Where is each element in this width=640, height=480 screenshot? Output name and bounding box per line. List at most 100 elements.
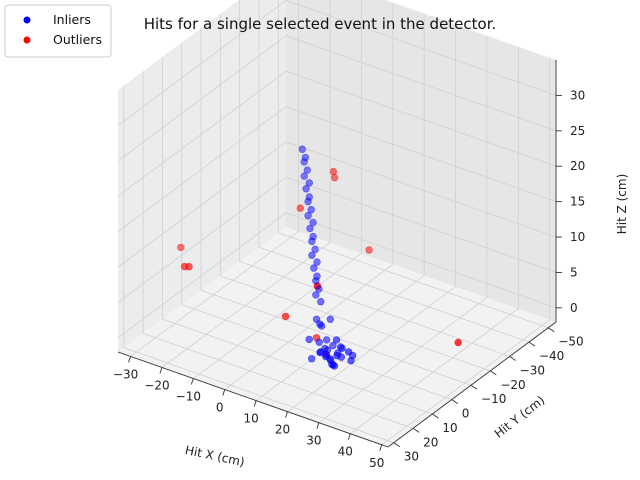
inlier-point xyxy=(315,285,323,293)
grid-z-back xyxy=(285,70,557,167)
y-tick-mark xyxy=(470,384,478,390)
x-tick-label: 40 xyxy=(338,445,353,459)
z-tick-label: 20 xyxy=(570,159,585,173)
y-tick-label: 0 xyxy=(462,407,470,421)
inlier-point xyxy=(305,179,313,187)
grid-z-left xyxy=(117,35,287,162)
inlier-point xyxy=(306,224,314,233)
grid-x-floor xyxy=(130,231,299,357)
x-tick-mark xyxy=(190,378,194,385)
inlier-point xyxy=(326,315,334,323)
y-tick-mark xyxy=(432,413,439,419)
grid-x-floor xyxy=(381,319,550,446)
x-tick-label: 20 xyxy=(275,423,290,437)
y-tick-label: 10 xyxy=(442,421,457,435)
inlier-point xyxy=(315,338,323,346)
chart-title: Hits for a single selected event in the … xyxy=(144,15,497,33)
inlier-point xyxy=(302,185,310,193)
z-axis-label: Hit Z (cm) xyxy=(615,174,629,235)
x-axis-line xyxy=(117,351,389,448)
inlier-point xyxy=(322,336,331,344)
outlier-point xyxy=(177,243,185,252)
x-tick-mark xyxy=(316,422,320,429)
y-tick-label: −20 xyxy=(500,378,525,392)
inlier-point xyxy=(310,264,318,272)
x-tick-label: 50 xyxy=(369,456,384,470)
x-tick-mark xyxy=(128,356,131,363)
inlier-point xyxy=(308,355,316,363)
legend-box xyxy=(4,4,112,58)
grid-z-back xyxy=(285,212,557,309)
grid-y-floor xyxy=(162,318,433,415)
x-tick-mark xyxy=(159,367,163,374)
outlier-point xyxy=(330,174,339,182)
inlier-point xyxy=(308,251,316,260)
legend-marker-outliers xyxy=(23,36,31,44)
inlier-point xyxy=(305,193,313,201)
grid-z-back xyxy=(285,177,557,273)
inlier-point xyxy=(313,258,321,266)
outlier-point xyxy=(281,312,290,321)
inlier-point xyxy=(312,315,321,323)
tick-labels: −30−20−1001020304050−50−40−30−20−1001020… xyxy=(113,88,585,469)
y-tick-label: 20 xyxy=(423,435,438,449)
y-tick-label: −40 xyxy=(539,349,564,363)
z-tick-label: 15 xyxy=(570,195,585,209)
grid-x-floor xyxy=(193,253,362,379)
inlier-point xyxy=(312,291,320,299)
outlier-point xyxy=(365,246,373,254)
inlier-point xyxy=(349,351,357,360)
x-tick-mark xyxy=(285,411,288,418)
z-tick-label: 10 xyxy=(570,230,585,244)
x-tick-label: 10 xyxy=(243,412,258,426)
grid-x-floor xyxy=(318,297,488,424)
y-tick-label: −30 xyxy=(520,363,545,377)
x-tick-label: 30 xyxy=(306,434,321,448)
y-tick-mark xyxy=(490,370,497,376)
inlier-point xyxy=(311,245,319,254)
y-tick-label: −10 xyxy=(481,392,506,406)
x-tick-label: −20 xyxy=(144,378,169,392)
z-tick-label: 5 xyxy=(570,265,578,279)
inlier-point xyxy=(298,145,306,153)
y-tick-mark xyxy=(528,341,536,347)
y-tick-mark xyxy=(451,399,458,404)
inlier-point xyxy=(301,153,310,162)
grid-x-floor xyxy=(224,264,393,390)
y-tick-label: −50 xyxy=(558,335,583,349)
outlier-point xyxy=(454,338,462,347)
axis-lines xyxy=(117,60,557,448)
grid-y-floor xyxy=(258,246,530,343)
inlier-point xyxy=(317,322,326,330)
inlier-point xyxy=(303,166,311,174)
grid-z-left xyxy=(117,70,287,197)
inlier-point xyxy=(304,212,312,220)
grid-lines xyxy=(117,0,557,446)
inlier-point xyxy=(337,353,346,361)
inlier-point xyxy=(336,343,345,351)
inlier-point xyxy=(309,218,317,227)
outlier-point xyxy=(185,263,193,271)
grid-z-back xyxy=(285,35,557,132)
inlier-point xyxy=(323,346,332,354)
grid-y-floor xyxy=(220,275,491,372)
grid-x-floor xyxy=(350,308,519,435)
grid-x-floor xyxy=(255,275,425,401)
grid-z-left xyxy=(117,141,287,268)
legend: Inliers Outliers xyxy=(4,4,112,58)
grid-z-left xyxy=(117,106,287,232)
y-axis-line xyxy=(387,321,557,448)
grid-x-floor xyxy=(161,242,331,368)
outlier-point xyxy=(329,167,338,176)
axes-panes xyxy=(118,0,556,447)
z-tick-label: 25 xyxy=(570,124,585,138)
y-tick-mark xyxy=(509,356,516,361)
legend-label-outliers: Outliers xyxy=(53,32,102,47)
inlier-point xyxy=(332,336,341,344)
outlier-point xyxy=(296,204,304,212)
x-tick-label: −10 xyxy=(176,390,201,404)
inlier-point xyxy=(317,298,325,306)
x-tick-mark xyxy=(347,433,351,440)
x-axis-label: Hit X (cm) xyxy=(184,443,246,469)
